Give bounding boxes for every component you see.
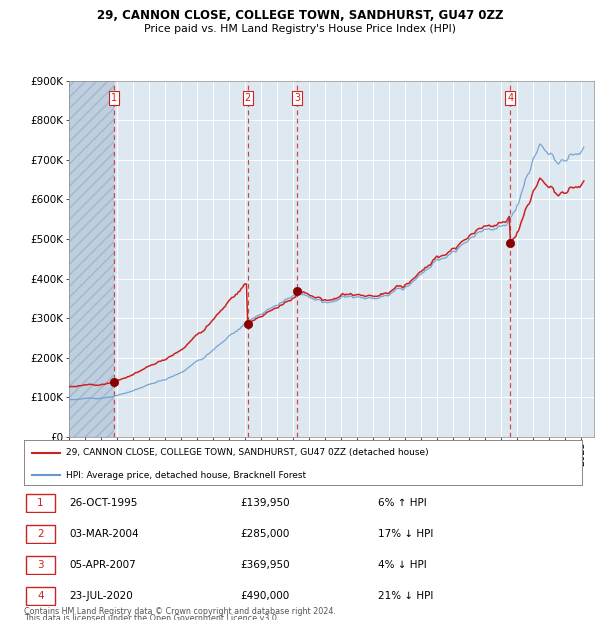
Text: 03-MAR-2004: 03-MAR-2004 [69,529,139,539]
Text: HPI: Average price, detached house, Bracknell Forest: HPI: Average price, detached house, Brac… [66,471,306,479]
Text: 3: 3 [294,93,301,103]
FancyBboxPatch shape [26,494,55,512]
Text: 17% ↓ HPI: 17% ↓ HPI [378,529,433,539]
Text: This data is licensed under the Open Government Licence v3.0.: This data is licensed under the Open Gov… [24,614,280,620]
Text: 26-OCT-1995: 26-OCT-1995 [69,498,137,508]
Text: 3: 3 [37,560,44,570]
Bar [69,81,114,437]
Text: 29, CANNON CLOSE, COLLEGE TOWN, SANDHURST, GU47 0ZZ (detached house): 29, CANNON CLOSE, COLLEGE TOWN, SANDHURS… [66,448,428,457]
FancyBboxPatch shape [26,587,55,605]
Text: 21% ↓ HPI: 21% ↓ HPI [378,591,433,601]
Text: 4: 4 [507,93,513,103]
Text: 4: 4 [37,591,44,601]
Text: Price paid vs. HM Land Registry's House Price Index (HPI): Price paid vs. HM Land Registry's House … [144,24,456,33]
Text: 05-APR-2007: 05-APR-2007 [69,560,136,570]
Text: 29, CANNON CLOSE, COLLEGE TOWN, SANDHURST, GU47 0ZZ: 29, CANNON CLOSE, COLLEGE TOWN, SANDHURS… [97,9,503,22]
Text: 1: 1 [37,498,44,508]
Text: 1: 1 [111,93,117,103]
Text: 23-JUL-2020: 23-JUL-2020 [69,591,133,601]
Text: £369,950: £369,950 [240,560,290,570]
Text: 4% ↓ HPI: 4% ↓ HPI [378,560,427,570]
FancyBboxPatch shape [26,556,55,574]
Text: £490,000: £490,000 [240,591,289,601]
Text: 6% ↑ HPI: 6% ↑ HPI [378,498,427,508]
Text: £139,950: £139,950 [240,498,290,508]
FancyBboxPatch shape [26,525,55,543]
Text: 2: 2 [37,529,44,539]
Text: 2: 2 [245,93,251,103]
Text: Contains HM Land Registry data © Crown copyright and database right 2024.: Contains HM Land Registry data © Crown c… [24,608,336,616]
Text: £285,000: £285,000 [240,529,289,539]
